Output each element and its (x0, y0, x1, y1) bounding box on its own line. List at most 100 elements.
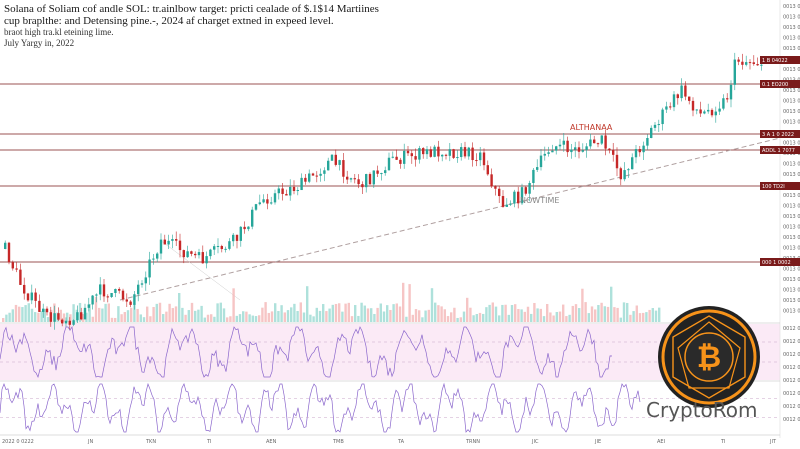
candle-body (232, 234, 235, 242)
y-tick-label: 0013 0000 (783, 193, 800, 199)
candle-body (64, 320, 68, 324)
volume-bar (434, 302, 437, 322)
volume-bar (254, 316, 258, 322)
candle-body (467, 147, 470, 157)
volume-bar (456, 317, 459, 322)
candle-body (513, 191, 516, 204)
volume-bar (203, 317, 206, 322)
candle-body (315, 175, 318, 177)
candle-body (555, 146, 558, 151)
volume-bar (408, 284, 411, 322)
candle-body (479, 152, 482, 161)
volume-bar (235, 315, 238, 322)
y-tick-label: 0013 0000 (783, 4, 800, 10)
volume-bar (619, 317, 622, 322)
volume-bar (5, 314, 8, 322)
candle-body (486, 165, 489, 175)
volume-bar (139, 314, 142, 322)
volume-bar (104, 303, 107, 322)
candle-body (585, 146, 588, 151)
candle-body (593, 139, 596, 144)
candle-body (346, 176, 349, 180)
candle-body (631, 157, 634, 170)
volume-bar (459, 317, 462, 322)
candle-body (387, 157, 391, 171)
candle-body (760, 64, 763, 66)
volume-bar (418, 310, 421, 322)
volume-bar (427, 309, 430, 322)
volume-bar (43, 309, 46, 322)
candle-body (737, 59, 740, 62)
level-tag-box (760, 80, 800, 88)
y-tick-label: 0013 0000 (783, 298, 800, 304)
volume-bar (347, 302, 350, 322)
volume-bar (331, 304, 334, 322)
y-tick-label: 0012 0000 (783, 391, 800, 397)
volume-bar (472, 315, 475, 322)
volume-bar (555, 311, 558, 322)
candle-body (577, 147, 581, 152)
candle-body (80, 312, 83, 320)
candle-body (437, 146, 440, 157)
y-tick-label: 0013 0000 (783, 15, 800, 21)
x-tick-label: TRNN (465, 439, 480, 445)
candle-body (277, 188, 280, 194)
candle-body (266, 199, 269, 204)
volume-bar (264, 302, 267, 322)
volume-bar (478, 312, 482, 322)
volume-bar (574, 304, 578, 322)
candle-body (608, 148, 611, 151)
volume-bar (590, 306, 594, 322)
y-tick-label: 0013 0000 (783, 46, 800, 52)
volume-bar (107, 303, 110, 322)
candle-body (327, 160, 330, 171)
volume-bar (98, 307, 101, 322)
candle-body (490, 174, 493, 187)
volume-bar (178, 293, 181, 322)
candle-body (76, 312, 79, 321)
volume-bar (523, 311, 526, 322)
volume-bar (46, 317, 50, 322)
candle-body (182, 250, 185, 258)
candle-body (752, 62, 755, 65)
volume-bar (11, 309, 14, 322)
volume-bar (405, 316, 408, 322)
y-tick-label: 0013 0000 (783, 109, 800, 115)
candle-body (247, 226, 250, 230)
volume-bar (514, 304, 517, 322)
candle-body (292, 186, 296, 192)
candle-body (524, 187, 527, 194)
candle-body (615, 154, 619, 169)
volume-bar (398, 306, 402, 322)
volume-bar (344, 303, 347, 322)
rsi-oscillator (0, 325, 780, 379)
volume-bar (238, 314, 242, 322)
candle-body (718, 108, 721, 112)
candle-body (357, 179, 360, 185)
candle-body (581, 150, 584, 152)
y-tick-label: 0013 0000 (783, 141, 800, 147)
candle-body (456, 157, 459, 159)
candle-body (72, 320, 75, 325)
volume-bar (152, 306, 155, 322)
volume-bar (66, 312, 69, 322)
y-tick-label: 0013 0000 (783, 172, 800, 178)
volume-bar (69, 314, 72, 322)
volume-bar (85, 312, 88, 322)
volume-bar (469, 307, 472, 322)
level-tags: 1 B 04022 0.1 EO200 3 A 1 0 2022 ADDL 1 707… (760, 56, 800, 266)
volume-bar (635, 305, 638, 322)
volume-bar (130, 307, 133, 322)
volume-bar (578, 308, 581, 322)
volume-bar (290, 307, 293, 322)
candle-body (665, 106, 668, 110)
candle-body (471, 147, 474, 161)
candle-body (342, 160, 345, 177)
candle-body (300, 177, 303, 191)
volume-bar (638, 313, 642, 322)
volume-bar (251, 315, 254, 322)
candle-body (194, 253, 197, 256)
volume-bar (219, 302, 222, 322)
candle-body (623, 170, 626, 180)
